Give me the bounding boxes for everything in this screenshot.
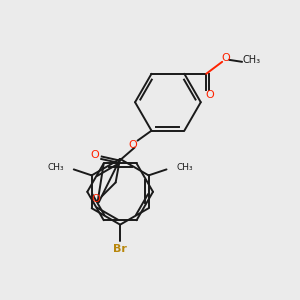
Text: O: O bbox=[222, 53, 230, 63]
Text: O: O bbox=[92, 194, 100, 204]
Text: CH₃: CH₃ bbox=[47, 163, 64, 172]
Text: CH₃: CH₃ bbox=[176, 163, 193, 172]
Text: O: O bbox=[206, 90, 214, 100]
Text: CH₃: CH₃ bbox=[243, 55, 261, 65]
Text: O: O bbox=[90, 150, 99, 160]
Text: Br: Br bbox=[113, 244, 127, 254]
Text: O: O bbox=[128, 140, 137, 150]
